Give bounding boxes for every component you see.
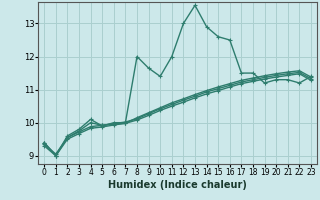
X-axis label: Humidex (Indice chaleur): Humidex (Indice chaleur)	[108, 180, 247, 190]
